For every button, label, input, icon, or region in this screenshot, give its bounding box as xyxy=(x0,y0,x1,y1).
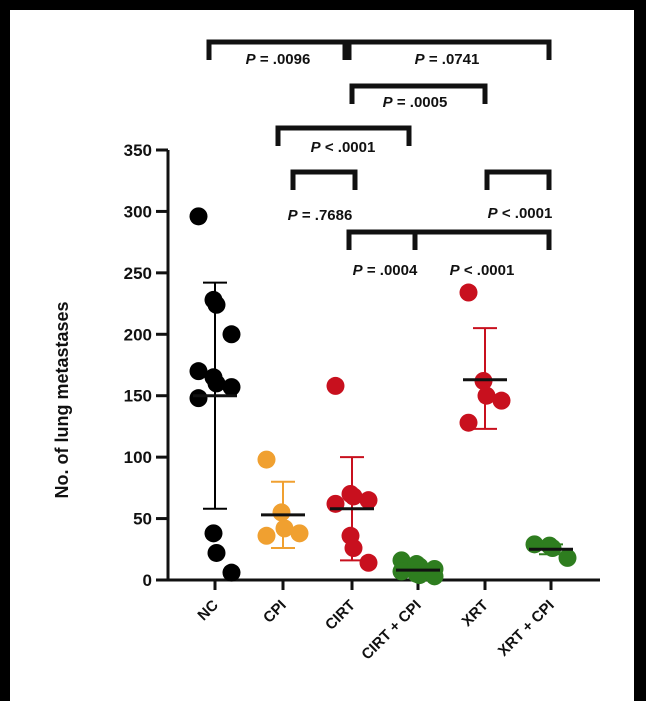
p-symbol: P xyxy=(383,94,394,111)
data-point xyxy=(459,283,478,302)
data-point xyxy=(290,524,309,543)
p-symbol: P xyxy=(488,205,499,222)
group-cirt xyxy=(326,376,378,572)
data-point xyxy=(207,543,226,562)
data-point xyxy=(189,389,208,408)
bracket: P = .0741 xyxy=(346,39,552,68)
data-point xyxy=(207,374,226,393)
p-value-label: P < .0001 xyxy=(450,262,515,279)
y-tick-label: 150 xyxy=(124,387,152,406)
p-value-label: P < .0001 xyxy=(488,205,553,222)
y-tick-label: 350 xyxy=(124,141,152,160)
bracket: P = .0005 xyxy=(349,83,488,111)
group-cpi xyxy=(257,450,309,550)
bracket-line xyxy=(206,39,348,60)
bracket-line xyxy=(290,169,358,190)
bracket: P < .0001 xyxy=(275,125,412,156)
p-symbol: P xyxy=(415,51,426,68)
figure-frame: 0 50 100 150 200 250 300 350 NC CPI CIRT CIRT + CPI… xyxy=(10,10,634,701)
bracket: P = .0004 xyxy=(346,229,418,279)
bracket: P < .0001 xyxy=(412,229,552,279)
p-symbol: P xyxy=(311,139,322,156)
bracket: P < .0001 xyxy=(484,169,553,222)
p-value: = .0004 xyxy=(363,262,418,279)
p-symbol: P xyxy=(246,51,257,68)
group-cirt-cpi xyxy=(392,551,444,586)
data-groups xyxy=(189,207,577,586)
p-value: < .0001 xyxy=(460,262,515,279)
p-value: = .7686 xyxy=(298,207,353,224)
bracket-line xyxy=(412,229,552,250)
data-point xyxy=(189,207,208,226)
data-point xyxy=(207,295,226,314)
x-tick-label: CIRT xyxy=(322,597,359,634)
data-point xyxy=(359,553,378,572)
group-xrt-cpi xyxy=(525,535,577,567)
bracket-line xyxy=(346,229,418,250)
bracket-line xyxy=(349,83,488,104)
y-tick-label: 0 xyxy=(143,571,152,590)
data-point xyxy=(344,539,363,558)
p-value: < .0001 xyxy=(498,205,553,222)
data-point xyxy=(222,563,241,582)
p-value-label: P < .0001 xyxy=(311,139,376,156)
data-point xyxy=(344,487,363,506)
p-value-label: P = .0004 xyxy=(353,262,418,279)
data-point xyxy=(222,378,241,397)
data-point xyxy=(257,526,276,545)
bracket-line xyxy=(484,169,552,190)
data-point xyxy=(204,524,223,543)
data-point xyxy=(222,325,241,344)
bracket-line xyxy=(275,125,412,146)
y-tick-label: 250 xyxy=(124,264,152,283)
p-value: = .0096 xyxy=(256,51,311,68)
y-tick-label: 200 xyxy=(124,325,152,344)
y-tick-label: 50 xyxy=(133,510,152,529)
data-point xyxy=(326,376,345,395)
x-tick-label: CIRT + CPI xyxy=(358,597,425,664)
bracket-line xyxy=(346,39,552,60)
p-value-label: P = .0096 xyxy=(246,51,311,68)
data-point xyxy=(477,386,496,405)
bracket: P = .7686 xyxy=(288,169,358,224)
data-point xyxy=(492,391,511,410)
p-value-label: P = .0005 xyxy=(383,94,448,111)
p-symbol: P xyxy=(450,262,461,279)
p-value: = .0005 xyxy=(393,94,448,111)
data-point xyxy=(257,450,276,469)
data-point xyxy=(425,567,444,586)
bracket: P = .0096 xyxy=(206,39,348,68)
y-tick-label: 100 xyxy=(124,448,152,467)
data-point xyxy=(275,519,294,538)
x-tick-label: CPI xyxy=(260,597,290,627)
chart: 0 50 100 150 200 250 300 350 NC CPI CIRT CIRT + CPI… xyxy=(52,39,600,664)
p-value-label: P = .7686 xyxy=(288,207,353,224)
p-value: < .0001 xyxy=(321,139,376,156)
data-point xyxy=(189,362,208,381)
data-point xyxy=(459,413,478,432)
p-symbol: P xyxy=(288,207,299,224)
p-value: = .0741 xyxy=(425,51,480,68)
data-point xyxy=(272,503,291,522)
group-xrt xyxy=(459,283,511,432)
data-point xyxy=(359,491,378,510)
y-tick-label: 300 xyxy=(124,202,152,221)
p-value-label: P = .0741 xyxy=(415,51,480,68)
p-symbol: P xyxy=(353,262,364,279)
x-tick-label: XRT + CPI xyxy=(495,597,558,660)
x-tick-label: NC xyxy=(194,597,221,624)
y-axis-label: No. of lung metastases xyxy=(52,301,72,498)
x-tick-label: XRT xyxy=(459,597,492,630)
data-point xyxy=(558,548,577,567)
group-nc xyxy=(189,207,241,582)
